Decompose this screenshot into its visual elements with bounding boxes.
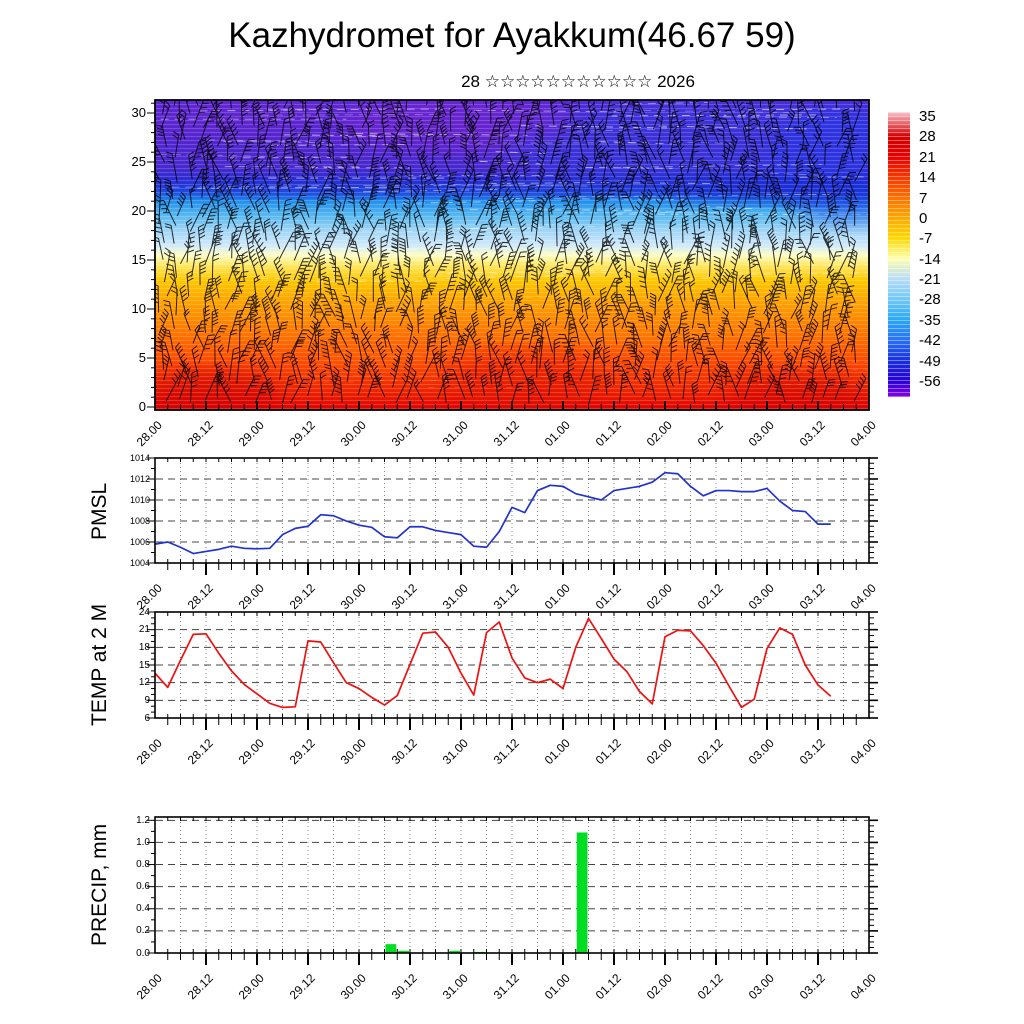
colorbar-tick-label: -42 <box>919 332 941 350</box>
cross-section-y-tick-label: 15 <box>131 252 146 267</box>
x-tick-label: 01.00 <box>541 971 573 1003</box>
axis-ticks <box>147 457 878 575</box>
colorbar-tick-label: -35 <box>919 311 941 329</box>
x-tick-label: 01.00 <box>541 736 573 768</box>
x-tick-label: 03.00 <box>745 736 777 768</box>
cross-section-chart <box>147 99 870 411</box>
temp_2m-y-tick-label: 18 <box>138 641 150 653</box>
temp_2m-y-tick-label: 12 <box>138 677 150 689</box>
pmsl-axis-title: PMSL <box>88 481 111 540</box>
x-tick-label: 28.12 <box>184 736 216 768</box>
temp-axis-title: TEMP at 2 M <box>88 603 111 727</box>
x-tick-label: 02.12 <box>694 736 726 768</box>
axis-ticks <box>147 611 878 730</box>
precip-bar <box>576 832 588 953</box>
x-tick-label: 04.00 <box>847 971 879 1003</box>
x-tick-label: 03.00 <box>745 971 777 1003</box>
temp_2m-y-tick-label: 6 <box>144 712 150 724</box>
wind-barbs <box>155 100 868 405</box>
precip-chart <box>147 816 878 965</box>
temp_2m-y-tick-label: 9 <box>144 694 150 706</box>
cross-section-field <box>147 99 870 411</box>
colorbar-stripes <box>888 112 910 397</box>
x-tick-label: 01.12 <box>592 971 624 1003</box>
precip-y-tick-label: 0.8 <box>136 859 150 871</box>
x-tick-label: 30.00 <box>337 736 369 768</box>
colorbar-tick-label: -28 <box>919 291 941 309</box>
colorbar-tick-label: 21 <box>919 148 936 166</box>
colorbar-tick-label: -21 <box>919 271 941 289</box>
precip-y-tick-label: 0.0 <box>136 947 150 959</box>
x-tick-label: 02.00 <box>643 736 675 768</box>
x-tick-label: 02.12 <box>694 971 726 1003</box>
colorbar-tick-label: 7 <box>919 189 928 207</box>
colorbar-tick-label: 28 <box>919 128 936 146</box>
x-tick-label: 28.00 <box>133 971 165 1003</box>
cross-section-y-tick-label: 20 <box>131 203 146 218</box>
pmsl-y-tick-label: 1010 <box>129 494 150 505</box>
precip-y-tick-label: 1.0 <box>136 836 150 848</box>
x-tick-label: 03.12 <box>796 971 828 1003</box>
colorbar-tick-label: 14 <box>919 169 936 187</box>
x-tick-label: 30.12 <box>388 971 420 1003</box>
x-tick-label: 31.00 <box>439 971 471 1003</box>
precip-y-tick-label: 1.2 <box>136 814 150 826</box>
pmsl-y-tick-label: 1008 <box>129 515 150 526</box>
colorbar-tick-label: -49 <box>919 352 941 370</box>
x-tick-label: 31.12 <box>490 971 522 1003</box>
colorbar-tick-label: 0 <box>919 209 928 227</box>
cross-section-y-tick-label: 0 <box>138 399 146 414</box>
precip-bar <box>449 950 460 953</box>
x-tick-label: 01.12 <box>592 736 624 768</box>
x-tick-label: 28.00 <box>133 736 165 768</box>
pmsl-chart <box>147 457 878 575</box>
temp_2m-y-tick-label: 24 <box>138 606 150 618</box>
cross-section-y-tick-label: 5 <box>138 350 146 365</box>
colorbar-tick-label: 35 <box>919 108 936 125</box>
colorbar-tick-label: -56 <box>919 372 941 390</box>
x-tick-label: 31.00 <box>439 736 471 768</box>
page-title: Kazhydromet for Ayakkum(46.67 59) <box>228 16 796 55</box>
pmsl-y-tick-label: 1006 <box>129 536 150 547</box>
pmsl-y-tick-label: 1012 <box>129 473 150 484</box>
x-tick-label: 30.00 <box>337 971 369 1003</box>
x-tick-label: 30.12 <box>388 736 420 768</box>
cross-section-y-tick-label: 10 <box>131 301 146 316</box>
cross-section-y-tick-label: 30 <box>131 105 146 120</box>
date-line: 28 ☆☆☆☆☆☆☆☆☆☆☆ 2026 <box>461 72 695 91</box>
pmsl-y-tick-label: 1004 <box>129 557 150 568</box>
colorbar-tick-label: -7 <box>919 230 933 248</box>
colorbar-tick-label: -14 <box>919 250 941 268</box>
precip-y-tick-label: 0.6 <box>136 881 150 893</box>
precip-y-tick-label: 0.4 <box>136 903 150 915</box>
x-tick-label: 29.12 <box>286 971 318 1003</box>
pmsl-y-tick-label: 1014 <box>129 452 150 463</box>
temp_2m-y-tick-label: 21 <box>138 624 150 636</box>
cross-section-y-tick-label: 25 <box>131 154 146 169</box>
precip-bar <box>385 944 397 953</box>
x-tick-label: 31.12 <box>490 736 522 768</box>
x-tick-label: 02.00 <box>643 971 675 1003</box>
temp_2m-y-tick-label: 15 <box>138 659 150 671</box>
colorbar <box>888 112 910 397</box>
x-tick-label: 29.00 <box>235 736 267 768</box>
precip-bar <box>398 950 409 953</box>
x-tick-label: 29.12 <box>286 736 318 768</box>
x-tick-label: 04.00 <box>847 736 879 768</box>
colorbar-gradient <box>888 112 910 397</box>
axis-ticks <box>147 817 878 965</box>
precip-y-tick-label: 0.2 <box>136 925 150 937</box>
temp_2m-line <box>154 617 832 709</box>
x-tick-label: 03.12 <box>796 736 828 768</box>
temp-chart <box>147 611 878 730</box>
x-tick-label: 29.00 <box>235 971 267 1003</box>
x-tick-label: 28.12 <box>184 971 216 1003</box>
precip-axis-title: PRECIP, mm <box>88 823 111 947</box>
pmsl-line <box>154 471 831 555</box>
